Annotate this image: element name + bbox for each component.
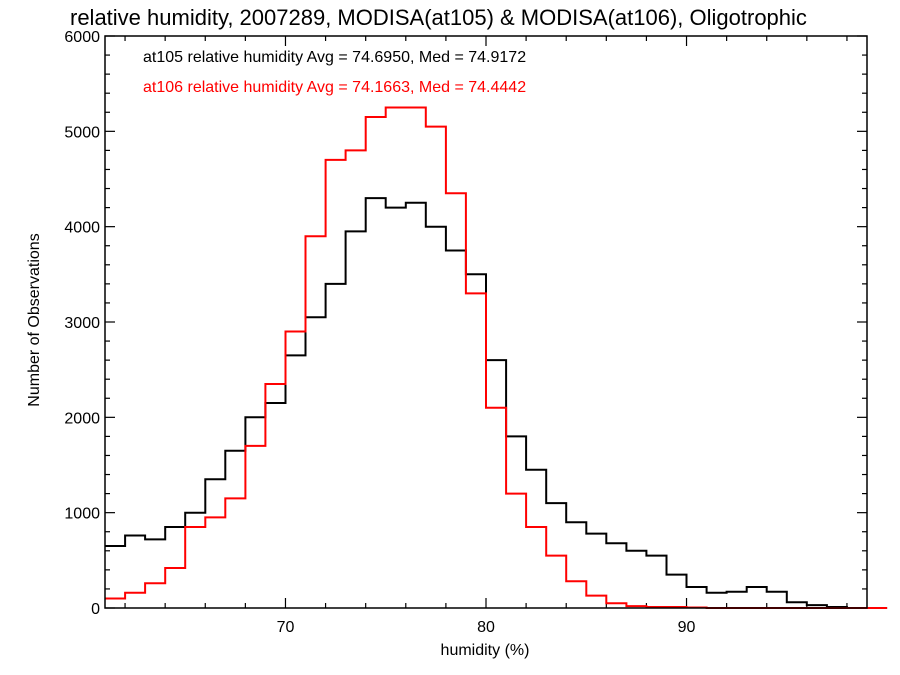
y-tick-label: 1000 (64, 506, 100, 523)
x-tick-label: 70 (277, 619, 295, 636)
y-tick-label: 4000 (64, 220, 100, 237)
x-tick-label: 80 (477, 619, 495, 636)
x-tick-label: 90 (678, 619, 696, 636)
y-tick-label: 5000 (64, 124, 100, 141)
chart-title: relative humidity, 2007289, MODISA(at105… (70, 5, 807, 30)
y-tick-label: 6000 (64, 29, 100, 46)
x-axis-label: humidity (%) (441, 642, 530, 659)
plot-frame (104, 35, 868, 609)
y-tick-label: 2000 (64, 410, 100, 427)
y-tick-label: 3000 (64, 315, 100, 332)
y-tick-label: 0 (91, 601, 100, 618)
series-at105 (105, 197, 888, 609)
legend-entry-at106: at106 relative humidity Avg = 74.1663, M… (143, 79, 526, 96)
legend-entry-at105: at105 relative humidity Avg = 74.6950, M… (143, 49, 526, 66)
axis-ticks: 0 1000 2000 3000 4000 5000 6000 70 80 90 (64, 29, 867, 636)
series-at106 (105, 106, 888, 609)
data-series (105, 106, 888, 609)
y-axis-label: Number of Observations (26, 233, 43, 406)
